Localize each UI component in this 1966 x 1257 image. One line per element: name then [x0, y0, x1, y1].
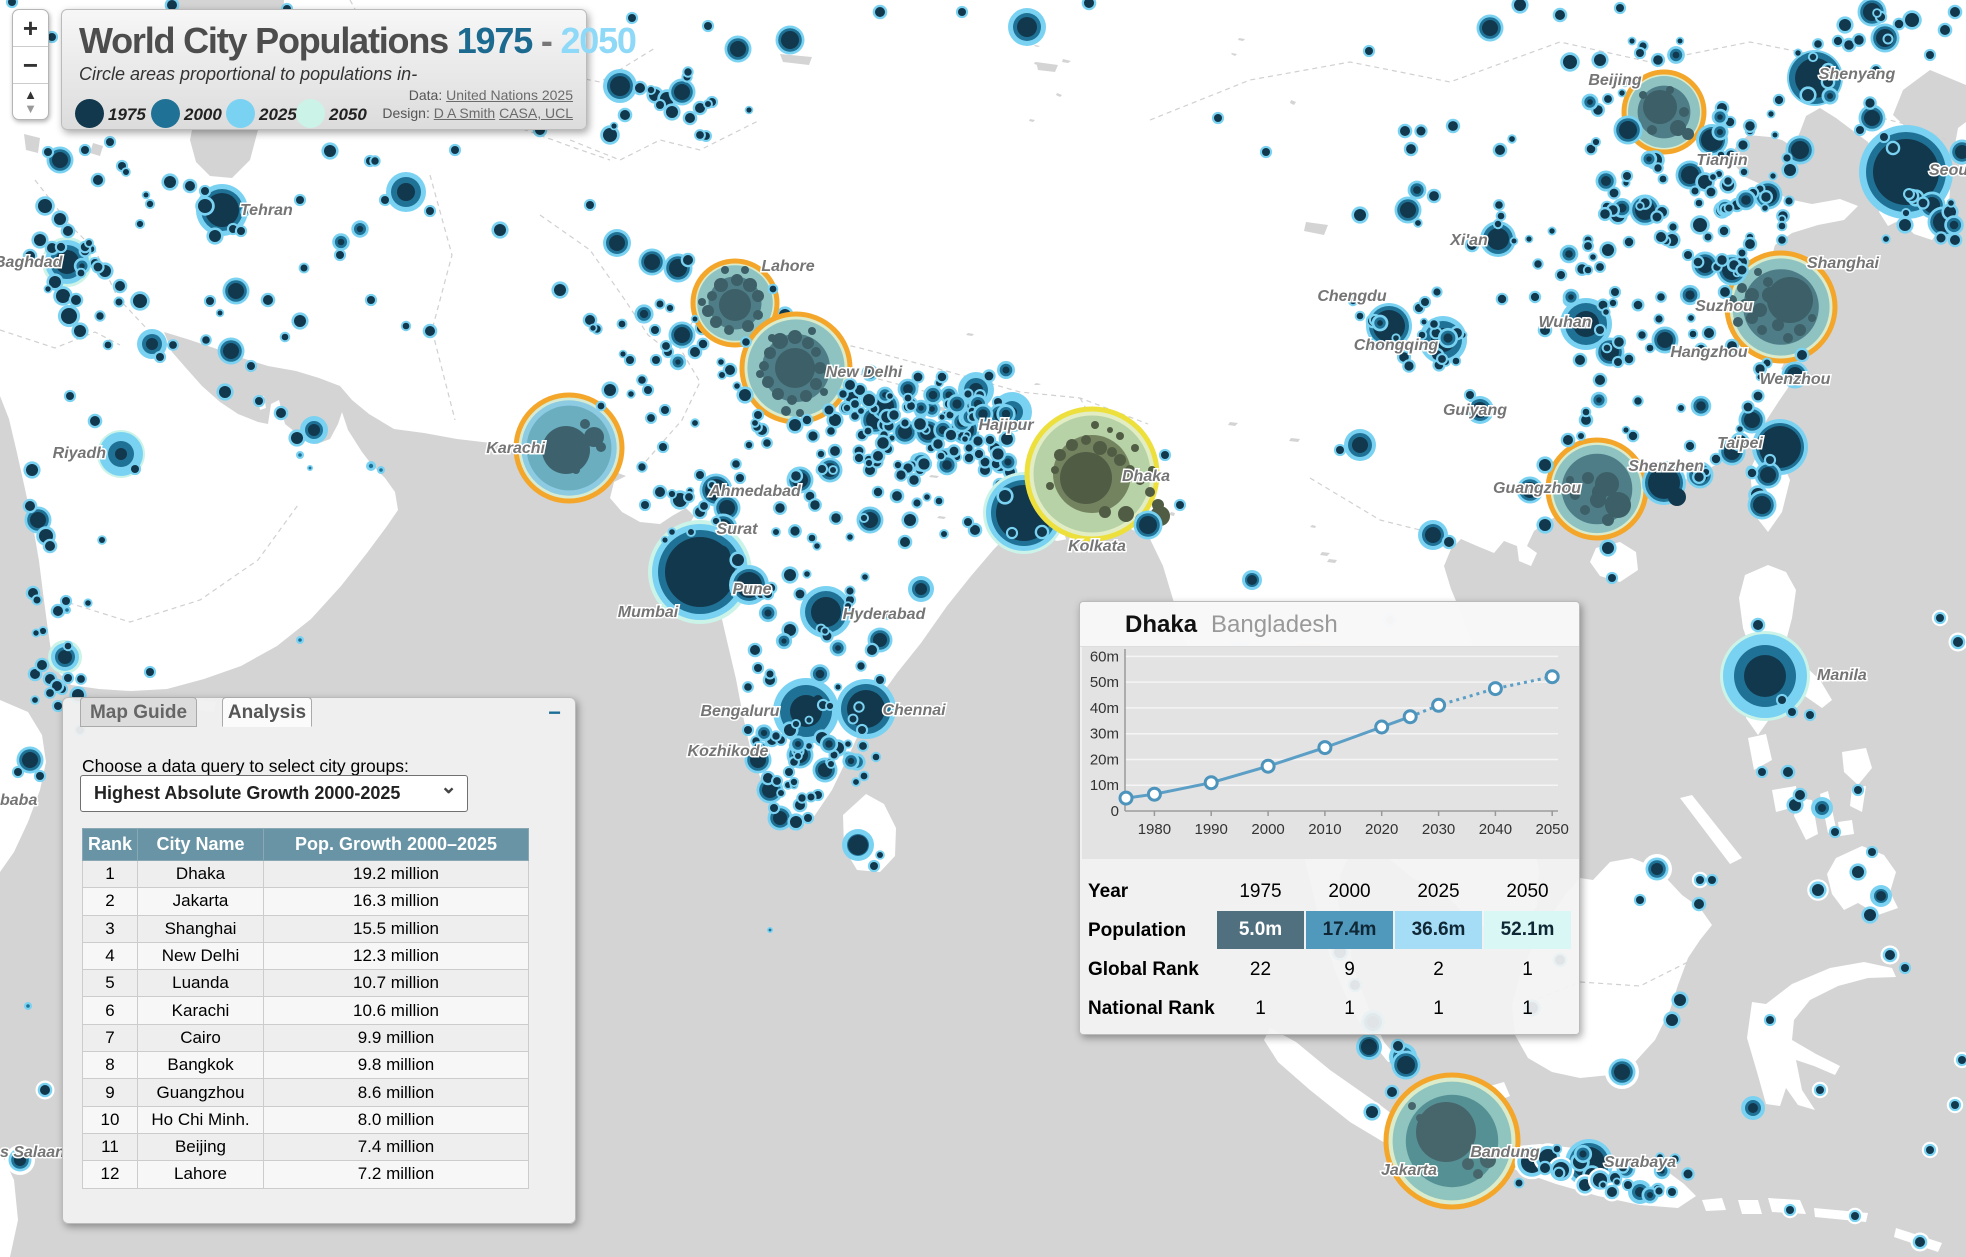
svg-text:Bengaluru: Bengaluru — [700, 703, 779, 720]
svg-text:2020: 2020 — [1365, 821, 1398, 838]
svg-text:1980: 1980 — [1138, 821, 1171, 838]
svg-text:Riyadh: Riyadh — [53, 445, 107, 462]
svg-text:Wenzhou: Wenzhou — [1760, 371, 1831, 388]
svg-text:Guangzhou: Guangzhou — [1493, 480, 1581, 497]
svg-text:2000: 2000 — [1251, 821, 1284, 838]
svg-text:Karachi: Karachi — [486, 440, 545, 457]
svg-text:Chennai: Chennai — [882, 702, 946, 719]
svg-text:30m: 30m — [1090, 726, 1119, 743]
svg-text:60m: 60m — [1090, 648, 1119, 665]
svg-text:Shenyang: Shenyang — [1819, 66, 1896, 83]
svg-text:Guiyang: Guiyang — [1443, 402, 1507, 419]
svg-text:Taipei: Taipei — [1717, 435, 1763, 452]
svg-text:Surabaya: Surabaya — [1604, 1154, 1676, 1171]
svg-text:Wuhan: Wuhan — [1538, 314, 1591, 331]
svg-text:Xi'an: Xi'an — [1449, 232, 1488, 249]
svg-text:20m: 20m — [1090, 752, 1119, 769]
svg-text:Kolkata: Kolkata — [1068, 538, 1126, 555]
svg-text:Hajipur: Hajipur — [978, 417, 1034, 434]
svg-text:Chengdu: Chengdu — [1317, 288, 1387, 305]
svg-text:Baghdad: Baghdad — [0, 254, 64, 271]
svg-text:Mumbai: Mumbai — [618, 604, 679, 621]
svg-text:10m: 10m — [1090, 777, 1119, 794]
svg-text:Shanghai: Shanghai — [1807, 255, 1880, 272]
svg-text:Tianjin: Tianjin — [1696, 152, 1747, 169]
svg-text:Jakarta: Jakarta — [1381, 1162, 1437, 1179]
svg-text:2050: 2050 — [1536, 821, 1569, 838]
svg-text:Lahore: Lahore — [761, 258, 814, 275]
svg-text:Shenzhen: Shenzhen — [1628, 458, 1704, 475]
svg-text:New Delhi: New Delhi — [826, 364, 903, 381]
svg-text:Pune: Pune — [732, 581, 771, 598]
svg-text:Suzhou: Suzhou — [1695, 298, 1753, 315]
svg-text:2010: 2010 — [1308, 821, 1341, 838]
svg-text:Beijing: Beijing — [1588, 72, 1642, 89]
svg-text:Bandung: Bandung — [1470, 1144, 1540, 1161]
svg-text:Dhaka: Dhaka — [1122, 468, 1170, 485]
svg-text:Tehran: Tehran — [240, 202, 293, 219]
svg-text:baba: baba — [0, 792, 37, 809]
svg-text:s Salaan: s Salaan — [0, 1144, 65, 1161]
svg-text:Hangzhou: Hangzhou — [1670, 344, 1748, 361]
svg-text:Kozhikode: Kozhikode — [688, 743, 769, 760]
svg-text:Hyderabad: Hyderabad — [843, 606, 927, 623]
svg-text:0: 0 — [1111, 803, 1119, 820]
svg-text:2040: 2040 — [1479, 821, 1512, 838]
svg-text:Manila: Manila — [1817, 667, 1867, 684]
svg-text:Ahmedabad: Ahmedabad — [708, 483, 802, 500]
svg-text:2030: 2030 — [1422, 821, 1455, 838]
svg-text:40m: 40m — [1090, 700, 1119, 717]
svg-text:Chongqing: Chongqing — [1354, 337, 1439, 354]
svg-text:Surat: Surat — [717, 521, 759, 538]
svg-text:50m: 50m — [1090, 674, 1119, 691]
svg-text:1990: 1990 — [1195, 821, 1228, 838]
svg-text:Seoul: Seoul — [1929, 162, 1966, 179]
